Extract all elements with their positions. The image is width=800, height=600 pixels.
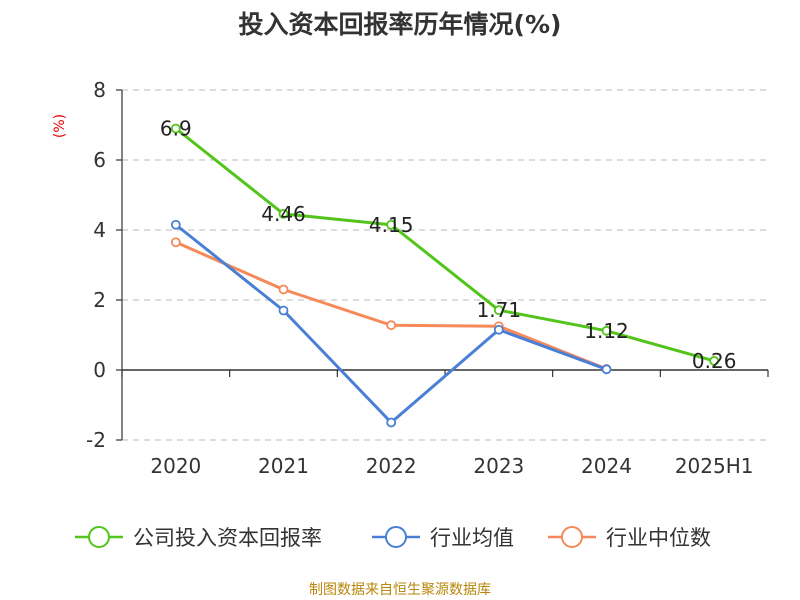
data-point — [386, 417, 397, 428]
data-point — [601, 364, 612, 375]
legend-marker — [385, 526, 407, 548]
legend: 公司投入资本回报率 行业均值 行业中位数 — [75, 526, 711, 550]
x-tick-label: 2022 — [366, 454, 417, 478]
data-label: 4.46 — [261, 202, 306, 226]
data-label: 6.9 — [160, 117, 192, 141]
data-point — [386, 219, 397, 230]
y-tick-label: 4 — [93, 218, 106, 242]
data-point — [170, 219, 181, 230]
data-point — [278, 208, 289, 219]
legend-item-label: 行业均值 — [430, 526, 514, 550]
data-point — [493, 305, 504, 316]
data-point — [170, 123, 181, 134]
data-point — [386, 320, 397, 331]
axes: -2 0 2 4 6 8 2020 2021 2022 2023 2024 2025H1 — [86, 78, 769, 478]
data-point — [170, 237, 181, 248]
data-point — [601, 325, 612, 336]
legend-marker — [88, 526, 110, 548]
x-tick-label: 2023 — [473, 454, 524, 478]
data-label: 0.26 — [692, 349, 737, 373]
data-labels: 6.9 4.46 4.15 1.71 1.12 0.26 — [160, 117, 737, 373]
series-line-2 — [175, 240, 608, 371]
data-point — [493, 324, 504, 335]
x-tick-label: 2024 — [581, 454, 632, 478]
source-note: 制图数据来自恒生聚源数据库 — [309, 582, 491, 598]
y-axis-unit-label: (%) — [52, 114, 68, 138]
data-label: 1.71 — [477, 298, 522, 322]
chart-title: 投入资本回报率历年情况(%) — [239, 10, 562, 39]
data-point — [709, 355, 720, 366]
y-tick-label: -2 — [86, 428, 106, 452]
series-line-0 — [174, 127, 715, 363]
legend-item-label: 行业中位数 — [606, 526, 711, 550]
y-tick-label: 6 — [93, 148, 106, 172]
y-tick-label: 2 — [93, 288, 106, 312]
x-tick-label: 2021 — [258, 454, 309, 478]
y-tick-label: 0 — [93, 358, 106, 382]
gridlines — [122, 89, 768, 441]
data-point — [278, 284, 289, 295]
x-tick-label: 2025H1 — [675, 454, 754, 478]
legend-item-label: 公司投入资本回报率 — [133, 526, 322, 550]
series-layer — [170, 123, 720, 428]
data-point — [278, 305, 289, 316]
y-tick-label: 8 — [93, 78, 106, 102]
x-tick-label: 2020 — [150, 454, 201, 478]
legend-marker — [561, 526, 583, 548]
data-label: 4.15 — [369, 213, 414, 237]
data-label: 1.12 — [584, 319, 629, 343]
